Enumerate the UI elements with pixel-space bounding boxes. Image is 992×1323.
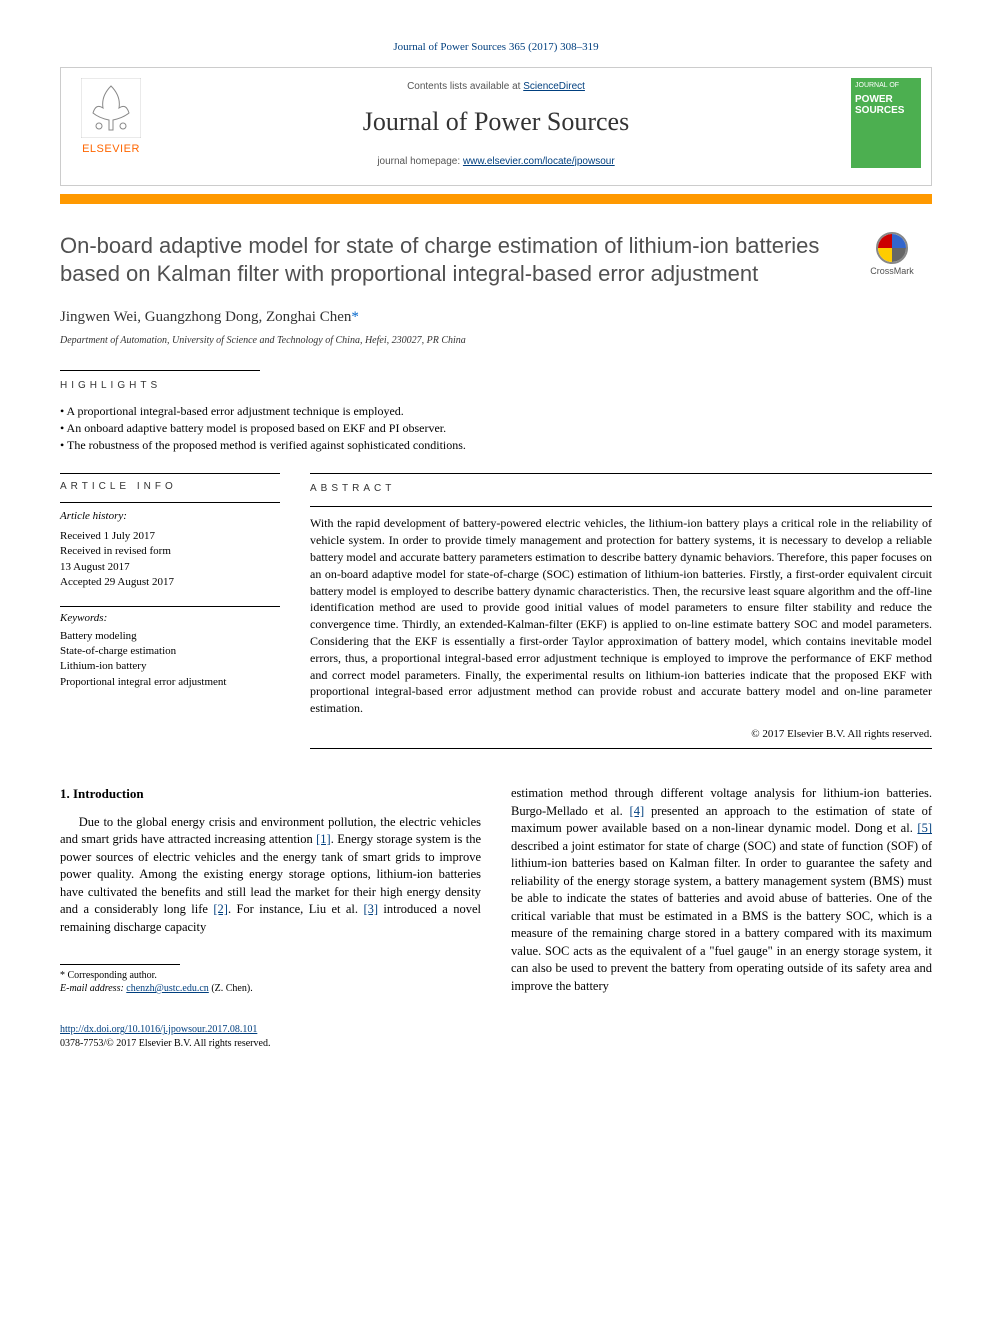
history-item: Accepted 29 August 2017	[60, 575, 280, 590]
highlights-list: A proportional integral-based error adju…	[60, 403, 932, 453]
article-title: On-board adaptive model for state of cha…	[60, 232, 932, 289]
journal-name: Journal of Power Sources	[171, 104, 821, 140]
abstract-column: ABSTRACT With the rapid development of b…	[310, 473, 932, 755]
highlight-item: A proportional integral-based error adju…	[60, 403, 932, 420]
issn-copyright: 0378-7753/© 2017 Elsevier B.V. All right…	[60, 1037, 932, 1051]
email-link[interactable]: chenzh@ustc.edu.cn	[126, 983, 209, 994]
journal-header-box: ELSEVIER JOURNAL OF POWER SOURCES Conten…	[60, 67, 932, 185]
orange-divider-bar	[60, 194, 932, 204]
abstract-label: ABSTRACT	[310, 482, 932, 496]
highlight-item: The robustness of the proposed method is…	[60, 437, 932, 454]
doi-link[interactable]: http://dx.doi.org/10.1016/j.jpowsour.201…	[60, 1024, 257, 1035]
author-list: Jingwen Wei, Guangzhong Dong, Zonghai Ch…	[60, 307, 932, 328]
history-item: 13 August 2017	[60, 560, 280, 575]
section-heading: 1. Introduction	[60, 785, 481, 803]
keyword: Battery modeling	[60, 629, 280, 644]
keyword: State-of-charge estimation	[60, 644, 280, 659]
footer-block: http://dx.doi.org/10.1016/j.jpowsour.201…	[60, 1023, 932, 1051]
cover-title: POWER SOURCES	[855, 94, 917, 116]
keyword: Proportional integral error adjustment	[60, 675, 280, 690]
ref-link[interactable]: [4]	[630, 804, 645, 818]
article-info-label: ARTICLE INFO	[60, 480, 280, 494]
affiliation: Department of Automation, University of …	[60, 334, 932, 348]
highlight-item: An onboard adaptive battery model is pro…	[60, 420, 932, 437]
ref-link[interactable]: [5]	[917, 821, 932, 835]
ref-link[interactable]: [1]	[316, 832, 331, 846]
history-item: Received in revised form	[60, 544, 280, 559]
ref-link[interactable]: [2]	[213, 902, 228, 916]
history-item: Received 1 July 2017	[60, 529, 280, 544]
journal-homepage-line: journal homepage: www.elsevier.com/locat…	[171, 155, 821, 169]
keyword: Lithium-ion battery	[60, 659, 280, 674]
main-body: 1. Introduction Due to the global energy…	[60, 785, 932, 995]
divider	[60, 370, 260, 371]
contents-available-line: Contents lists available at ScienceDirec…	[171, 80, 821, 94]
corresponding-marker: *	[351, 309, 359, 325]
corresponding-footnote: * Corresponding author. E-mail address: …	[60, 969, 481, 995]
publisher-logo: ELSEVIER	[71, 78, 151, 168]
sciencedirect-link[interactable]: ScienceDirect	[523, 81, 585, 92]
crossmark-icon	[876, 232, 908, 264]
paragraph: Due to the global energy crisis and envi…	[60, 814, 481, 937]
info-abstract-row: ARTICLE INFO Article history: Received 1…	[60, 473, 932, 755]
footnote-divider	[60, 964, 180, 965]
article-info-column: ARTICLE INFO Article history: Received 1…	[60, 473, 280, 755]
crossmark-badge[interactable]: CrossMark	[852, 232, 932, 278]
highlights-label: HIGHLIGHTS	[60, 379, 932, 393]
tree-icon	[81, 78, 141, 138]
paragraph: estimation method through different volt…	[511, 785, 932, 995]
publisher-name: ELSEVIER	[71, 142, 151, 157]
homepage-link[interactable]: www.elsevier.com/locate/jpowsour	[463, 156, 615, 167]
journal-cover-thumbnail: JOURNAL OF POWER SOURCES	[851, 78, 921, 168]
ref-link[interactable]: [3]	[363, 902, 378, 916]
journal-reference: Journal of Power Sources 365 (2017) 308–…	[60, 40, 932, 55]
keywords-label: Keywords:	[60, 611, 280, 626]
history-label: Article history:	[60, 509, 280, 524]
abstract-text: With the rapid development of battery-po…	[310, 515, 932, 717]
copyright-line: © 2017 Elsevier B.V. All rights reserved…	[310, 727, 932, 742]
